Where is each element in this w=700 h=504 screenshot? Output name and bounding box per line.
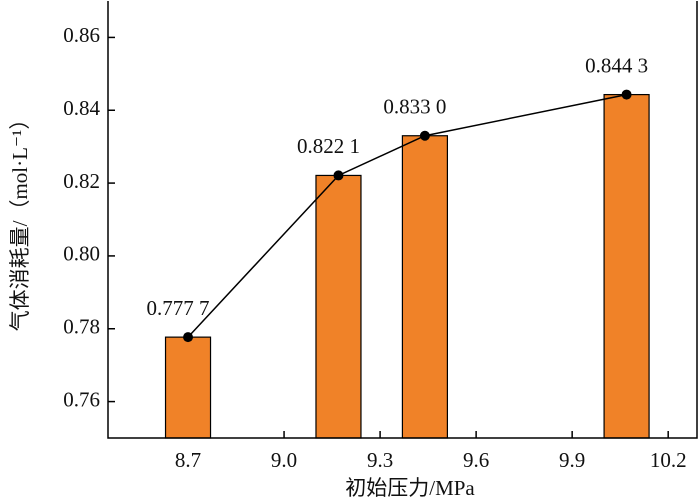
point bbox=[621, 89, 632, 100]
point bbox=[183, 332, 194, 343]
point bbox=[419, 130, 430, 141]
x-tick-label: 9.9 bbox=[559, 448, 585, 472]
trend-line bbox=[187, 93, 627, 338]
bar bbox=[401, 135, 449, 439]
x-tick-label: 10.2 bbox=[650, 448, 687, 472]
y-tick-label: 0.86 bbox=[63, 23, 100, 47]
value-label: 0.844 3 bbox=[585, 53, 648, 77]
value-label: 0.822 1 bbox=[297, 134, 360, 158]
y-axis-label: 气体消耗量/（mol·L⁻¹） bbox=[8, 109, 32, 332]
axes bbox=[107, 1, 698, 439]
x-tick-label: 8.7 bbox=[175, 448, 201, 472]
y-tick-label: 0.82 bbox=[63, 169, 100, 193]
x-tick-label: 9.3 bbox=[367, 448, 393, 472]
y-tick-label: 0.78 bbox=[63, 315, 100, 339]
value-label: 0.777 7 bbox=[147, 296, 210, 320]
bar bbox=[315, 174, 362, 439]
bar bbox=[603, 93, 650, 439]
x-tick-label: 9.6 bbox=[463, 448, 489, 472]
y-tick-label: 0.80 bbox=[63, 242, 100, 266]
x-tick-label: 9.0 bbox=[271, 448, 297, 472]
x-axis-label: 初始压力/MPa bbox=[345, 476, 475, 500]
value-label: 0.833 0 bbox=[383, 95, 446, 119]
point bbox=[333, 170, 344, 181]
y-tick-label: 0.84 bbox=[63, 96, 100, 120]
bar bbox=[164, 336, 212, 439]
y-tick-label: 0.76 bbox=[63, 387, 100, 411]
